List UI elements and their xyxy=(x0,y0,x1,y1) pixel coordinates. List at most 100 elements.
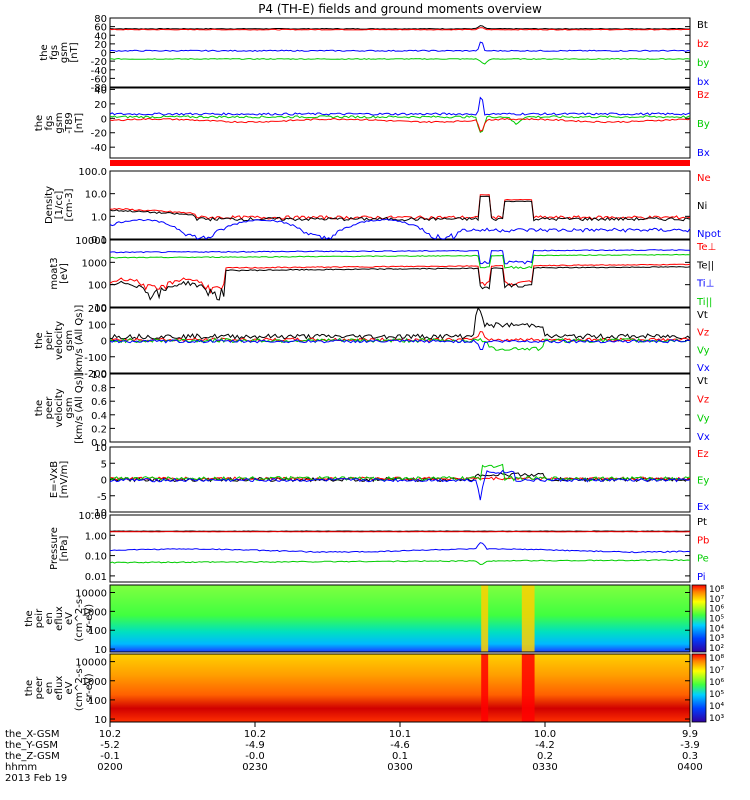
y-axis-label: [nT] xyxy=(74,113,85,133)
series-line xyxy=(109,253,691,270)
series-line xyxy=(109,195,691,222)
separator-bar xyxy=(110,160,690,166)
series-line xyxy=(109,542,691,554)
x-axis-row-label: the_Y-GSM xyxy=(5,740,58,751)
y-tick-label: 10 xyxy=(94,715,107,726)
panel-pressure: 10.00 1.00 0.10 0.01 Pressure [nPa] Pt Pb Pe Pi xyxy=(49,511,709,583)
y-tick-label: -60 xyxy=(91,74,107,85)
y-axis-label: en xyxy=(44,682,55,695)
x-axis-row-label: 2013 Feb 19 xyxy=(5,773,67,784)
x-tick-label: 0.2 xyxy=(537,751,553,762)
x-axis-row-label: hhmm xyxy=(5,762,37,773)
x-tick-label: 10.2 xyxy=(244,729,266,740)
legend-item: By xyxy=(697,119,710,130)
y-axis-label: eV xyxy=(64,681,75,694)
y-tick-label: 0.0 xyxy=(91,438,107,449)
x-axis-row-label: the_X-GSM xyxy=(5,729,59,740)
y-axis-label: peir xyxy=(44,330,55,350)
series-line xyxy=(109,41,691,52)
y-axis-label: moat3 xyxy=(49,257,60,289)
series-line xyxy=(109,249,690,265)
x-tick-label: 0330 xyxy=(532,762,557,773)
panel-frame xyxy=(109,87,691,159)
colorbar-label: 10⁷ xyxy=(709,595,724,605)
legend-item: Pe xyxy=(697,554,709,565)
series-line xyxy=(109,469,691,501)
y-tick-label: 10000 xyxy=(75,658,107,669)
x-tick-label: 0230 xyxy=(242,762,267,773)
legend-item: Te⊥ xyxy=(696,242,716,253)
y-tick-label: 40 xyxy=(94,85,107,96)
legend-item: Ne xyxy=(697,173,711,184)
colorbar-label: 10⁸ xyxy=(709,654,724,664)
y-axis-label: [cm-3] xyxy=(64,188,75,221)
legend-item: Vz xyxy=(697,328,709,339)
y-axis-label: eV xyxy=(64,612,75,625)
series-line xyxy=(109,96,691,116)
series-line xyxy=(109,306,691,340)
y-tick-label: 1000 xyxy=(82,258,107,269)
panel-frame xyxy=(109,373,691,443)
legend-item: Bz xyxy=(697,90,709,101)
y-axis-label: the xyxy=(39,44,50,60)
y-axis-label: the xyxy=(24,610,35,626)
y-tick-label: -10 xyxy=(91,508,107,519)
legend-item: Ez xyxy=(697,449,709,460)
legend-item: Vt xyxy=(697,376,708,387)
y-tick-label: -80 xyxy=(91,83,107,94)
legend-item: Vz xyxy=(697,395,709,406)
colorbar-label: 10³ xyxy=(709,634,724,644)
legend-item: Vx xyxy=(697,432,710,443)
x-tick-label: -0.1 xyxy=(100,751,120,762)
spectrogram-event xyxy=(521,654,535,722)
y-axis-label: the xyxy=(34,400,45,416)
series-line xyxy=(109,266,691,301)
y-axis-label: eflux xyxy=(54,606,65,631)
legend-item: Pb xyxy=(697,535,709,546)
colorbar-label: 10⁴ xyxy=(709,702,724,712)
colorbar-label: 10⁴ xyxy=(709,624,724,634)
y-tick-label: 1.00 xyxy=(85,531,107,542)
y-tick-label: 100 xyxy=(88,696,107,707)
y-tick-label: 10000 xyxy=(75,589,107,600)
legend-item: Ey xyxy=(697,476,709,487)
y-tick-label: -5 xyxy=(97,492,107,503)
y-axis-label: peer xyxy=(44,396,55,420)
y-tick-label: -40 xyxy=(91,143,107,154)
x-tick-label: 10.1 xyxy=(389,729,411,740)
y-axis-label: gsm xyxy=(64,397,75,418)
x-tick-label: 0.3 xyxy=(682,751,698,762)
series-line xyxy=(109,194,691,220)
y-tick-label: 0.1 xyxy=(91,235,107,246)
y-tick-label: 0.10 xyxy=(85,552,107,563)
y-tick-label: 0 xyxy=(101,114,107,125)
panel-density: 100.0 10.0 1.0 0.1 Density [1/cc] [cm-3] Ne Ni Np… xyxy=(44,167,721,246)
y-tick-label: 20 xyxy=(94,40,107,51)
series-line xyxy=(109,559,691,566)
y-axis-label: peir xyxy=(34,608,45,628)
colorbar-label: 10⁶ xyxy=(709,678,724,688)
x-tick-label: -3.9 xyxy=(680,740,700,751)
x-tick-label: 0.1 xyxy=(392,751,408,762)
y-axis-label: sr-eV) xyxy=(84,604,95,633)
y-tick-label: 0 xyxy=(101,49,107,60)
series-line xyxy=(109,463,691,482)
colorbar-label: 10³ xyxy=(709,714,724,724)
legend-item: bz xyxy=(697,39,709,50)
y-axis-label: gsm xyxy=(64,330,75,351)
legend-item: Ex xyxy=(697,502,709,513)
spectrogram-event xyxy=(481,654,489,722)
y-tick-label: 5 xyxy=(101,459,107,470)
x-tick-label: 0200 xyxy=(97,762,122,773)
legend-item: Vx xyxy=(697,363,710,374)
y-axis-label: E=-VxB xyxy=(49,461,60,498)
x-tick-label: -0.0 xyxy=(245,751,265,762)
colorbar-label: 10⁸ xyxy=(709,585,724,595)
y-tick-label: 1000 xyxy=(82,677,107,688)
x-tick-label: 10.2 xyxy=(99,729,121,740)
panel-fgs-gsm-dp: 40 20 0 -20 -40 the fgs gsm -T89 [nT] Bz By Bx xyxy=(34,85,710,159)
